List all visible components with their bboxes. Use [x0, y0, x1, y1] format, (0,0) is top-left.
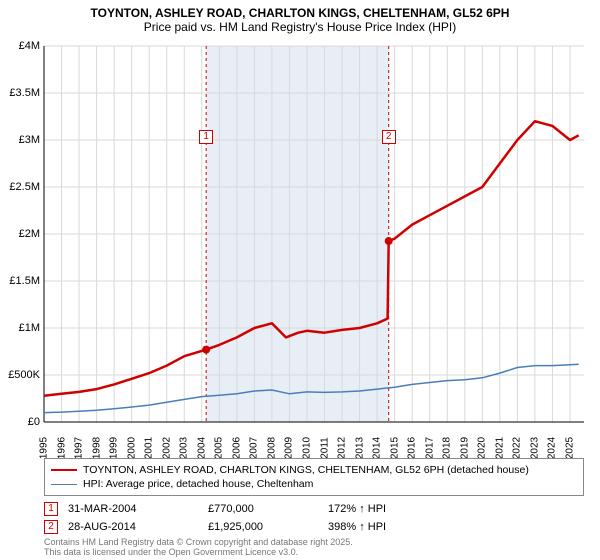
footer-line-2: This data is licensed under the Open Gov…	[44, 548, 353, 558]
x-tick-label: 2005	[214, 437, 225, 459]
sale-price: £1,925,000	[208, 521, 318, 533]
x-tick-label: 2009	[284, 437, 295, 459]
sale-detail-table: 1 31-MAR-2004 £770,000 172% ↑ HPI 2 28-AUG-20…	[44, 500, 584, 536]
x-tick-label: 2020	[477, 437, 488, 459]
x-tick-label: 2017	[424, 437, 435, 459]
y-axis: £0£500K£1M£1.5M£2M£2.5M£3M£3.5M£4M	[0, 46, 42, 422]
x-tick-label: 1995	[39, 437, 50, 459]
x-tick-label: 2025	[564, 437, 575, 459]
sale-marker-2: 2	[382, 130, 396, 144]
x-tick-label: 2001	[144, 437, 155, 459]
x-tick-label: 2016	[407, 437, 418, 459]
sale-detail-row: 1 31-MAR-2004 £770,000 172% ↑ HPI	[44, 500, 584, 518]
title-line-1: TOYNTON, ASHLEY ROAD, CHARLTON KINGS, CH…	[10, 6, 590, 20]
legend-item: HPI: Average price, detached house, Chel…	[51, 477, 577, 491]
x-tick-label: 2008	[266, 437, 277, 459]
legend: TOYNTON, ASHLEY ROAD, CHARLTON KINGS, CH…	[44, 458, 584, 496]
title-line-2: Price paid vs. HM Land Registry's House …	[10, 20, 590, 34]
y-tick-label: £1M	[19, 322, 40, 334]
sale-date: 28-AUG-2014	[68, 521, 198, 533]
x-tick-label: 2003	[179, 437, 190, 459]
sale-date: 31-MAR-2004	[68, 503, 198, 515]
chart-container: TOYNTON, ASHLEY ROAD, CHARLTON KINGS, CH…	[0, 0, 600, 560]
x-tick-label: 2023	[529, 437, 540, 459]
x-tick-label: 2010	[301, 437, 312, 459]
x-tick-label: 2002	[161, 437, 172, 459]
y-tick-label: £3.5M	[9, 87, 40, 99]
sale-detail-marker: 1	[44, 502, 58, 516]
x-tick-label: 2013	[354, 437, 365, 459]
x-tick-label: 2019	[459, 437, 470, 459]
y-tick-label: £1.5M	[9, 275, 40, 287]
x-tick-label: 2000	[126, 437, 137, 459]
y-tick-label: £2M	[19, 228, 40, 240]
y-tick-label: £0	[28, 416, 40, 428]
x-tick-label: 1996	[56, 437, 67, 459]
x-tick-label: 2015	[389, 437, 400, 459]
x-tick-label: 1997	[74, 437, 85, 459]
x-tick-label: 2011	[319, 437, 330, 459]
x-tick-label: 1999	[109, 437, 120, 459]
x-tick-label: 2022	[512, 437, 523, 459]
sale-detail-row: 2 28-AUG-2014 £1,925,000 398% ↑ HPI	[44, 518, 584, 536]
chart-title: TOYNTON, ASHLEY ROAD, CHARLTON KINGS, CH…	[0, 0, 600, 36]
x-tick-label: 2012	[337, 437, 348, 459]
plot-area: 12	[44, 46, 584, 422]
y-tick-label: £500K	[8, 369, 40, 381]
legend-label: HPI: Average price, detached house, Chel…	[83, 478, 313, 490]
x-axis: 1995199619971998199920002001200220032004…	[44, 424, 584, 454]
legend-label: TOYNTON, ASHLEY ROAD, CHARLTON KINGS, CH…	[83, 464, 529, 476]
x-tick-label: 2018	[442, 437, 453, 459]
sale-pct-vs-hpi: 398% ↑ HPI	[328, 521, 438, 533]
x-tick-label: 2007	[249, 437, 260, 459]
y-tick-label: £2.5M	[9, 181, 40, 193]
legend-swatch	[51, 469, 77, 471]
y-tick-label: £3M	[19, 134, 40, 146]
x-tick-label: 2014	[372, 437, 383, 459]
sale-price: £770,000	[208, 503, 318, 515]
sale-marker-1: 1	[199, 130, 213, 144]
x-tick-label: 1998	[91, 437, 102, 459]
y-tick-label: £4M	[19, 40, 40, 52]
chart-svg	[44, 46, 584, 422]
legend-item: TOYNTON, ASHLEY ROAD, CHARLTON KINGS, CH…	[51, 463, 577, 477]
x-tick-label: 2021	[494, 437, 505, 459]
sale-pct-vs-hpi: 172% ↑ HPI	[328, 503, 438, 515]
x-tick-label: 2004	[196, 437, 207, 459]
footer-attribution: Contains HM Land Registry data © Crown c…	[44, 538, 353, 558]
x-tick-label: 2024	[547, 437, 558, 459]
sale-detail-marker: 2	[44, 520, 58, 534]
x-tick-label: 2006	[231, 437, 242, 459]
legend-swatch	[51, 484, 77, 485]
